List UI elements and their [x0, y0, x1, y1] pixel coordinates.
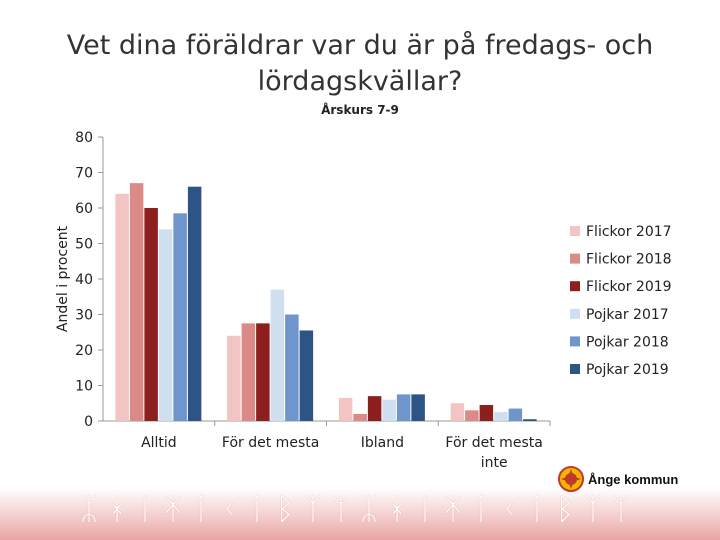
bar	[523, 419, 537, 421]
bar	[173, 213, 187, 421]
legend-label: Flickor 2017	[586, 224, 672, 240]
bar	[299, 330, 314, 421]
y-axis-label: Andel i procent	[55, 225, 71, 332]
y-tick-label: 10	[75, 379, 93, 395]
bar	[115, 193, 129, 421]
x-tick-label: För det mesta	[445, 435, 542, 451]
bar	[285, 314, 299, 421]
x-tick-label: Ibland	[361, 435, 404, 451]
bar	[144, 208, 158, 421]
y-tick-label: 50	[75, 237, 93, 253]
y-tick-label: 20	[75, 343, 93, 359]
bar	[241, 323, 256, 421]
bar	[353, 413, 367, 421]
bar	[256, 323, 270, 421]
x-tick-label: För det mesta	[222, 435, 319, 451]
chart-subtitle: Årskurs 7-9	[321, 103, 399, 117]
logo-text: Ånge kommun	[588, 471, 679, 487]
x-tick-label: Alltid	[141, 435, 177, 451]
municipal-emblem-icon	[558, 466, 584, 492]
bar	[382, 399, 396, 421]
bar	[450, 403, 465, 421]
legend-swatch	[570, 336, 580, 347]
y-tick-label: 40	[75, 272, 93, 288]
bar	[411, 394, 425, 421]
legend-label: Pojkar 2017	[586, 307, 669, 323]
x-tick-label: inte	[481, 455, 508, 471]
bar	[158, 229, 173, 421]
bar	[187, 186, 202, 421]
bar	[338, 397, 353, 421]
y-tick-label: 80	[75, 130, 93, 146]
y-tick-label: 70	[75, 166, 93, 182]
ange-kommun-logo: Ånge kommun	[558, 464, 678, 494]
bar	[227, 335, 241, 421]
bar	[508, 408, 523, 421]
y-tick-label: 30	[75, 308, 93, 324]
legend-swatch	[570, 253, 580, 264]
bar	[494, 412, 508, 421]
y-tick-label: 0	[84, 414, 93, 430]
legend-swatch	[570, 308, 580, 319]
bar	[479, 405, 494, 421]
bar-chart: 0 10 20 30 40 50 60 70 80 Andel i procent Alltid Fö…	[55, 130, 672, 471]
legend-swatch	[570, 281, 580, 292]
bar	[270, 289, 285, 421]
bar	[129, 183, 144, 421]
footer-band	[0, 488, 720, 540]
legend-label: Pojkar 2019	[586, 362, 669, 378]
bar	[367, 396, 382, 421]
legend-label: Flickor 2018	[586, 252, 672, 268]
y-tick-label: 60	[75, 201, 93, 217]
bar	[465, 410, 479, 421]
legend-swatch	[570, 226, 580, 236]
chart-title: Vet dina föräldrar var du är på fredags-…	[66, 30, 654, 97]
bar	[396, 394, 411, 421]
legend-label: Flickor 2019	[586, 279, 672, 295]
legend-label: Pojkar 2018	[586, 334, 669, 350]
footer-rune-pattern: ᛯᚼᛁᛡᛏᚲᛏᛒᛉᛘᛯᚼᛁᛡᛏᚲᛏᛒᛉᛘ	[80, 492, 640, 527]
legend-swatch	[570, 364, 580, 374]
